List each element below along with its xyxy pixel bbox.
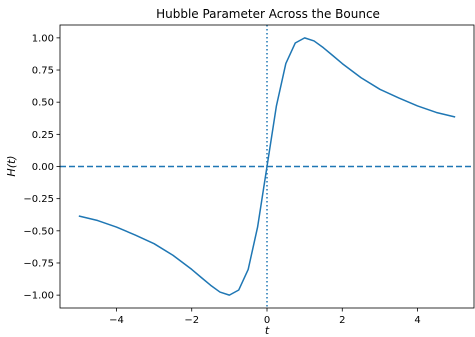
x-axis-title: t <box>265 324 270 337</box>
y-tick-label: −0.25 <box>23 194 54 205</box>
y-tick-label: −1.00 <box>23 291 54 302</box>
chart-title: Hubble Parameter Across the Bounce <box>156 7 380 21</box>
x-tick-label: −2 <box>184 315 199 326</box>
x-tick-label: 2 <box>339 315 345 326</box>
y-tick-label: −0.75 <box>23 258 54 269</box>
y-tick-label: 1.00 <box>32 33 54 44</box>
plot-content <box>60 25 474 308</box>
y-tick-label: 0.50 <box>32 98 54 109</box>
y-tick-label: −0.50 <box>23 226 54 237</box>
x-tick-label: −4 <box>109 315 124 326</box>
y-tick-label: 0.00 <box>32 162 54 173</box>
x-tick-label: 0 <box>264 315 270 326</box>
series-line-0 <box>78 37 456 296</box>
y-tick-label: 0.75 <box>32 66 54 77</box>
x-tick-label: 4 <box>414 315 420 326</box>
x-axis-ticks: −4 −2 0 2 4 <box>109 308 421 326</box>
y-axis-ticks: −1.00 −0.75 −0.50 −0.25 0.00 0.25 0.50 0.75 1.00 <box>23 33 60 302</box>
y-tick-label: 0.25 <box>32 130 54 141</box>
y-axis-title: H(t) <box>5 155 18 176</box>
